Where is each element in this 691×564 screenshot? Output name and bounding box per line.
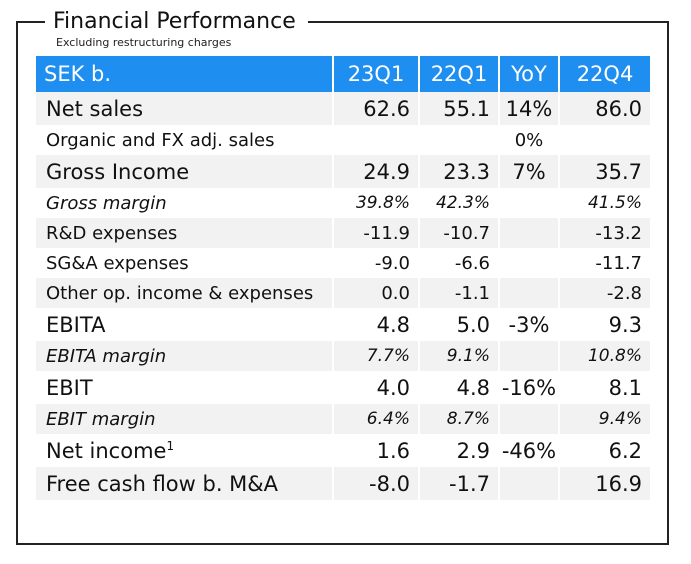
table-row: Free cash flow b. M&A -8.0 -1.7 16.9	[36, 467, 650, 500]
header-col-22q4: 22Q4	[560, 56, 650, 92]
cell-value	[500, 341, 560, 371]
table-row: SG&A expenses -9.0 -6.6 -11.7	[36, 248, 650, 278]
cell-value	[500, 467, 560, 500]
cell-value: 0.0	[334, 278, 420, 308]
row-label: EBIT	[36, 371, 334, 404]
table-row: Net income1 1.6 2.9 -46% 6.2	[36, 434, 650, 467]
cell-value: 2.9	[420, 434, 500, 467]
row-label: SG&A expenses	[36, 248, 334, 278]
cell-value: 1.6	[334, 434, 420, 467]
cell-value: -9.0	[334, 248, 420, 278]
cell-value: -10.7	[420, 218, 500, 248]
table-row: EBIT 4.0 4.8 -16% 8.1	[36, 371, 650, 404]
table-row: Gross margin 39.8% 42.3% 41.5%	[36, 188, 650, 218]
cell-value: 6.2	[560, 434, 650, 467]
footnote-marker: 1	[166, 438, 175, 453]
cell-value: 4.0	[334, 371, 420, 404]
cell-value: 9.1%	[420, 341, 500, 371]
cell-value	[500, 404, 560, 434]
cell-value: 86.0	[560, 92, 650, 125]
table-row: Organic and FX adj. sales 0%	[36, 125, 650, 155]
row-label: Gross margin	[36, 188, 334, 218]
cell-value: 4.8	[420, 371, 500, 404]
cell-value	[560, 125, 650, 155]
cell-value: -1.1	[420, 278, 500, 308]
row-label: Net sales	[36, 92, 334, 125]
row-label: Free cash flow b. M&A	[36, 467, 334, 500]
header-col-23q1: 23Q1	[334, 56, 420, 92]
panel-subtitle: Excluding restructuring charges	[56, 36, 232, 49]
table-row: Other op. income & expenses 0.0 -1.1 -2.…	[36, 278, 650, 308]
cell-value: 62.6	[334, 92, 420, 125]
financial-table: SEK b. 23Q1 22Q1 YoY 22Q4 Net sales 62.6…	[36, 56, 650, 500]
cell-value: -6.6	[420, 248, 500, 278]
cell-value: 42.3%	[420, 188, 500, 218]
row-label: EBITA	[36, 308, 334, 341]
cell-value: -11.9	[334, 218, 420, 248]
cell-value: -13.2	[560, 218, 650, 248]
header-unit-label: SEK b.	[36, 56, 334, 92]
cell-value	[420, 125, 500, 155]
table-row: Net sales 62.6 55.1 14% 86.0	[36, 92, 650, 125]
panel-title-wrap: Financial Performance	[45, 9, 308, 35]
cell-value: 10.8%	[560, 341, 650, 371]
cell-value: 16.9	[560, 467, 650, 500]
cell-value	[500, 218, 560, 248]
cell-value	[334, 125, 420, 155]
table-row: R&D expenses -11.9 -10.7 -13.2	[36, 218, 650, 248]
cell-value: -8.0	[334, 467, 420, 500]
row-label: EBITA margin	[36, 341, 334, 371]
cell-value: -2.8	[560, 278, 650, 308]
cell-value: 7.7%	[334, 341, 420, 371]
cell-value: 9.4%	[560, 404, 650, 434]
table-row: EBIT margin 6.4% 8.7% 9.4%	[36, 404, 650, 434]
panel-title: Financial Performance	[53, 9, 296, 34]
cell-value: 8.7%	[420, 404, 500, 434]
cell-value	[500, 278, 560, 308]
panel-frame	[16, 21, 669, 545]
cell-value: 4.8	[334, 308, 420, 341]
cell-value: 5.0	[420, 308, 500, 341]
cell-value: 55.1	[420, 92, 500, 125]
cell-value: 14%	[500, 92, 560, 125]
cell-value: 39.8%	[334, 188, 420, 218]
cell-value: -3%	[500, 308, 560, 341]
cell-value: 6.4%	[334, 404, 420, 434]
header-col-yoy: YoY	[500, 56, 560, 92]
header-col-22q1: 22Q1	[420, 56, 500, 92]
row-label: Other op. income & expenses	[36, 278, 334, 308]
cell-value	[500, 248, 560, 278]
cell-value: -11.7	[560, 248, 650, 278]
table-header-row: SEK b. 23Q1 22Q1 YoY 22Q4	[36, 56, 650, 92]
row-label: R&D expenses	[36, 218, 334, 248]
row-label: Gross Income	[36, 155, 334, 188]
cell-value: -46%	[500, 434, 560, 467]
row-label: Net income1	[36, 434, 334, 467]
cell-value: 0%	[500, 125, 560, 155]
cell-value: 23.3	[420, 155, 500, 188]
cell-value: 7%	[500, 155, 560, 188]
cell-value: 24.9	[334, 155, 420, 188]
cell-value: 35.7	[560, 155, 650, 188]
row-label: Organic and FX adj. sales	[36, 125, 334, 155]
cell-value: 41.5%	[560, 188, 650, 218]
table-row: EBITA 4.8 5.0 -3% 9.3	[36, 308, 650, 341]
table-row: EBITA margin 7.7% 9.1% 10.8%	[36, 341, 650, 371]
table-row: Gross Income 24.9 23.3 7% 35.7	[36, 155, 650, 188]
cell-value: 8.1	[560, 371, 650, 404]
cell-value: -16%	[500, 371, 560, 404]
cell-value	[500, 188, 560, 218]
cell-value: 9.3	[560, 308, 650, 341]
row-label: EBIT margin	[36, 404, 334, 434]
cell-value: -1.7	[420, 467, 500, 500]
